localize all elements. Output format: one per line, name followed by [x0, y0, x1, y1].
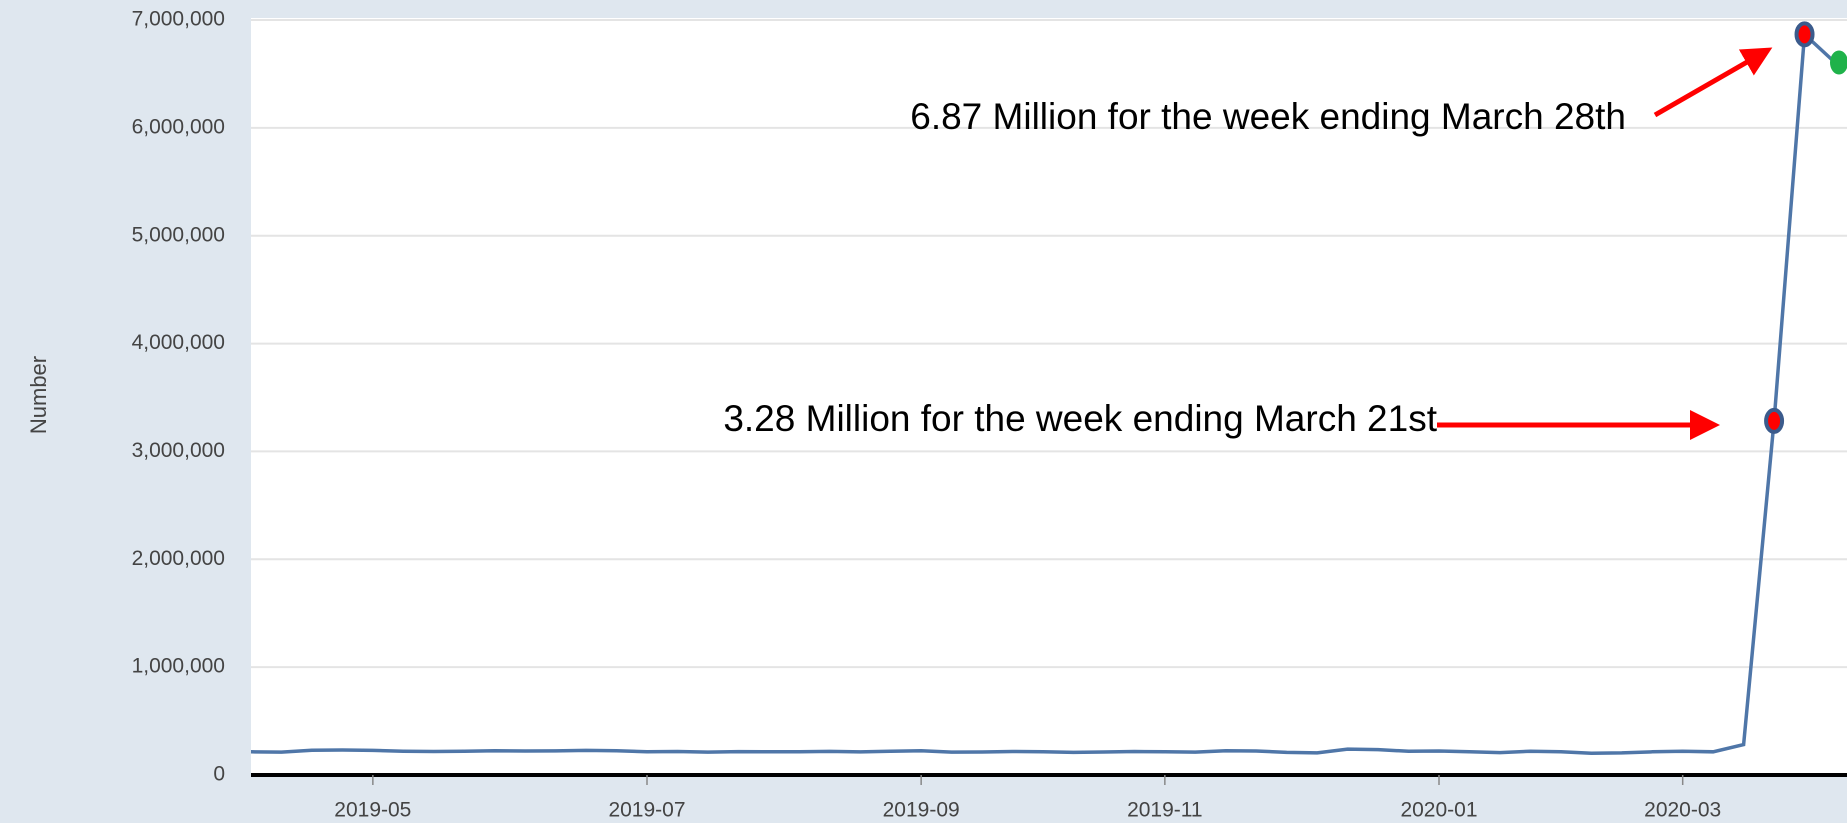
y-tick-label: 5,000,000: [132, 223, 225, 246]
arrow: [1653, 47, 1773, 118]
y-tick-label: 3,000,000: [132, 439, 225, 462]
x-tick-label: 2020-01: [1400, 799, 1477, 822]
y-tick-label: 1,000,000: [132, 655, 225, 678]
x-tick-label: 2019-05: [334, 799, 411, 822]
line: [250, 30, 1837, 755]
annotation: 6.87 Million for the week ending March 2…: [910, 96, 1626, 137]
x-tick-label: 2019-09: [883, 799, 960, 822]
y-tick-label: 2,000,000: [132, 547, 225, 570]
y-tick-label: 7,000,000: [132, 8, 225, 31]
annotation: 3.28 Million for the week ending March 2…: [723, 398, 1437, 439]
y-tick-label: 6,000,000: [132, 115, 225, 138]
last-point: [1830, 50, 1847, 75]
y-tick-label: 0: [213, 763, 225, 786]
x-tick-label: 2019-11: [1127, 799, 1203, 822]
y-tick-label: 4,000,000: [132, 331, 225, 354]
x-tick-label: 2020-03: [1644, 799, 1721, 822]
highlight-point: [1794, 21, 1815, 48]
highlight-point: [1764, 407, 1785, 434]
y-axis-label: Number: [26, 356, 51, 434]
x-tick-label: 2019-07: [608, 799, 685, 822]
plot-area: [251, 18, 1847, 775]
